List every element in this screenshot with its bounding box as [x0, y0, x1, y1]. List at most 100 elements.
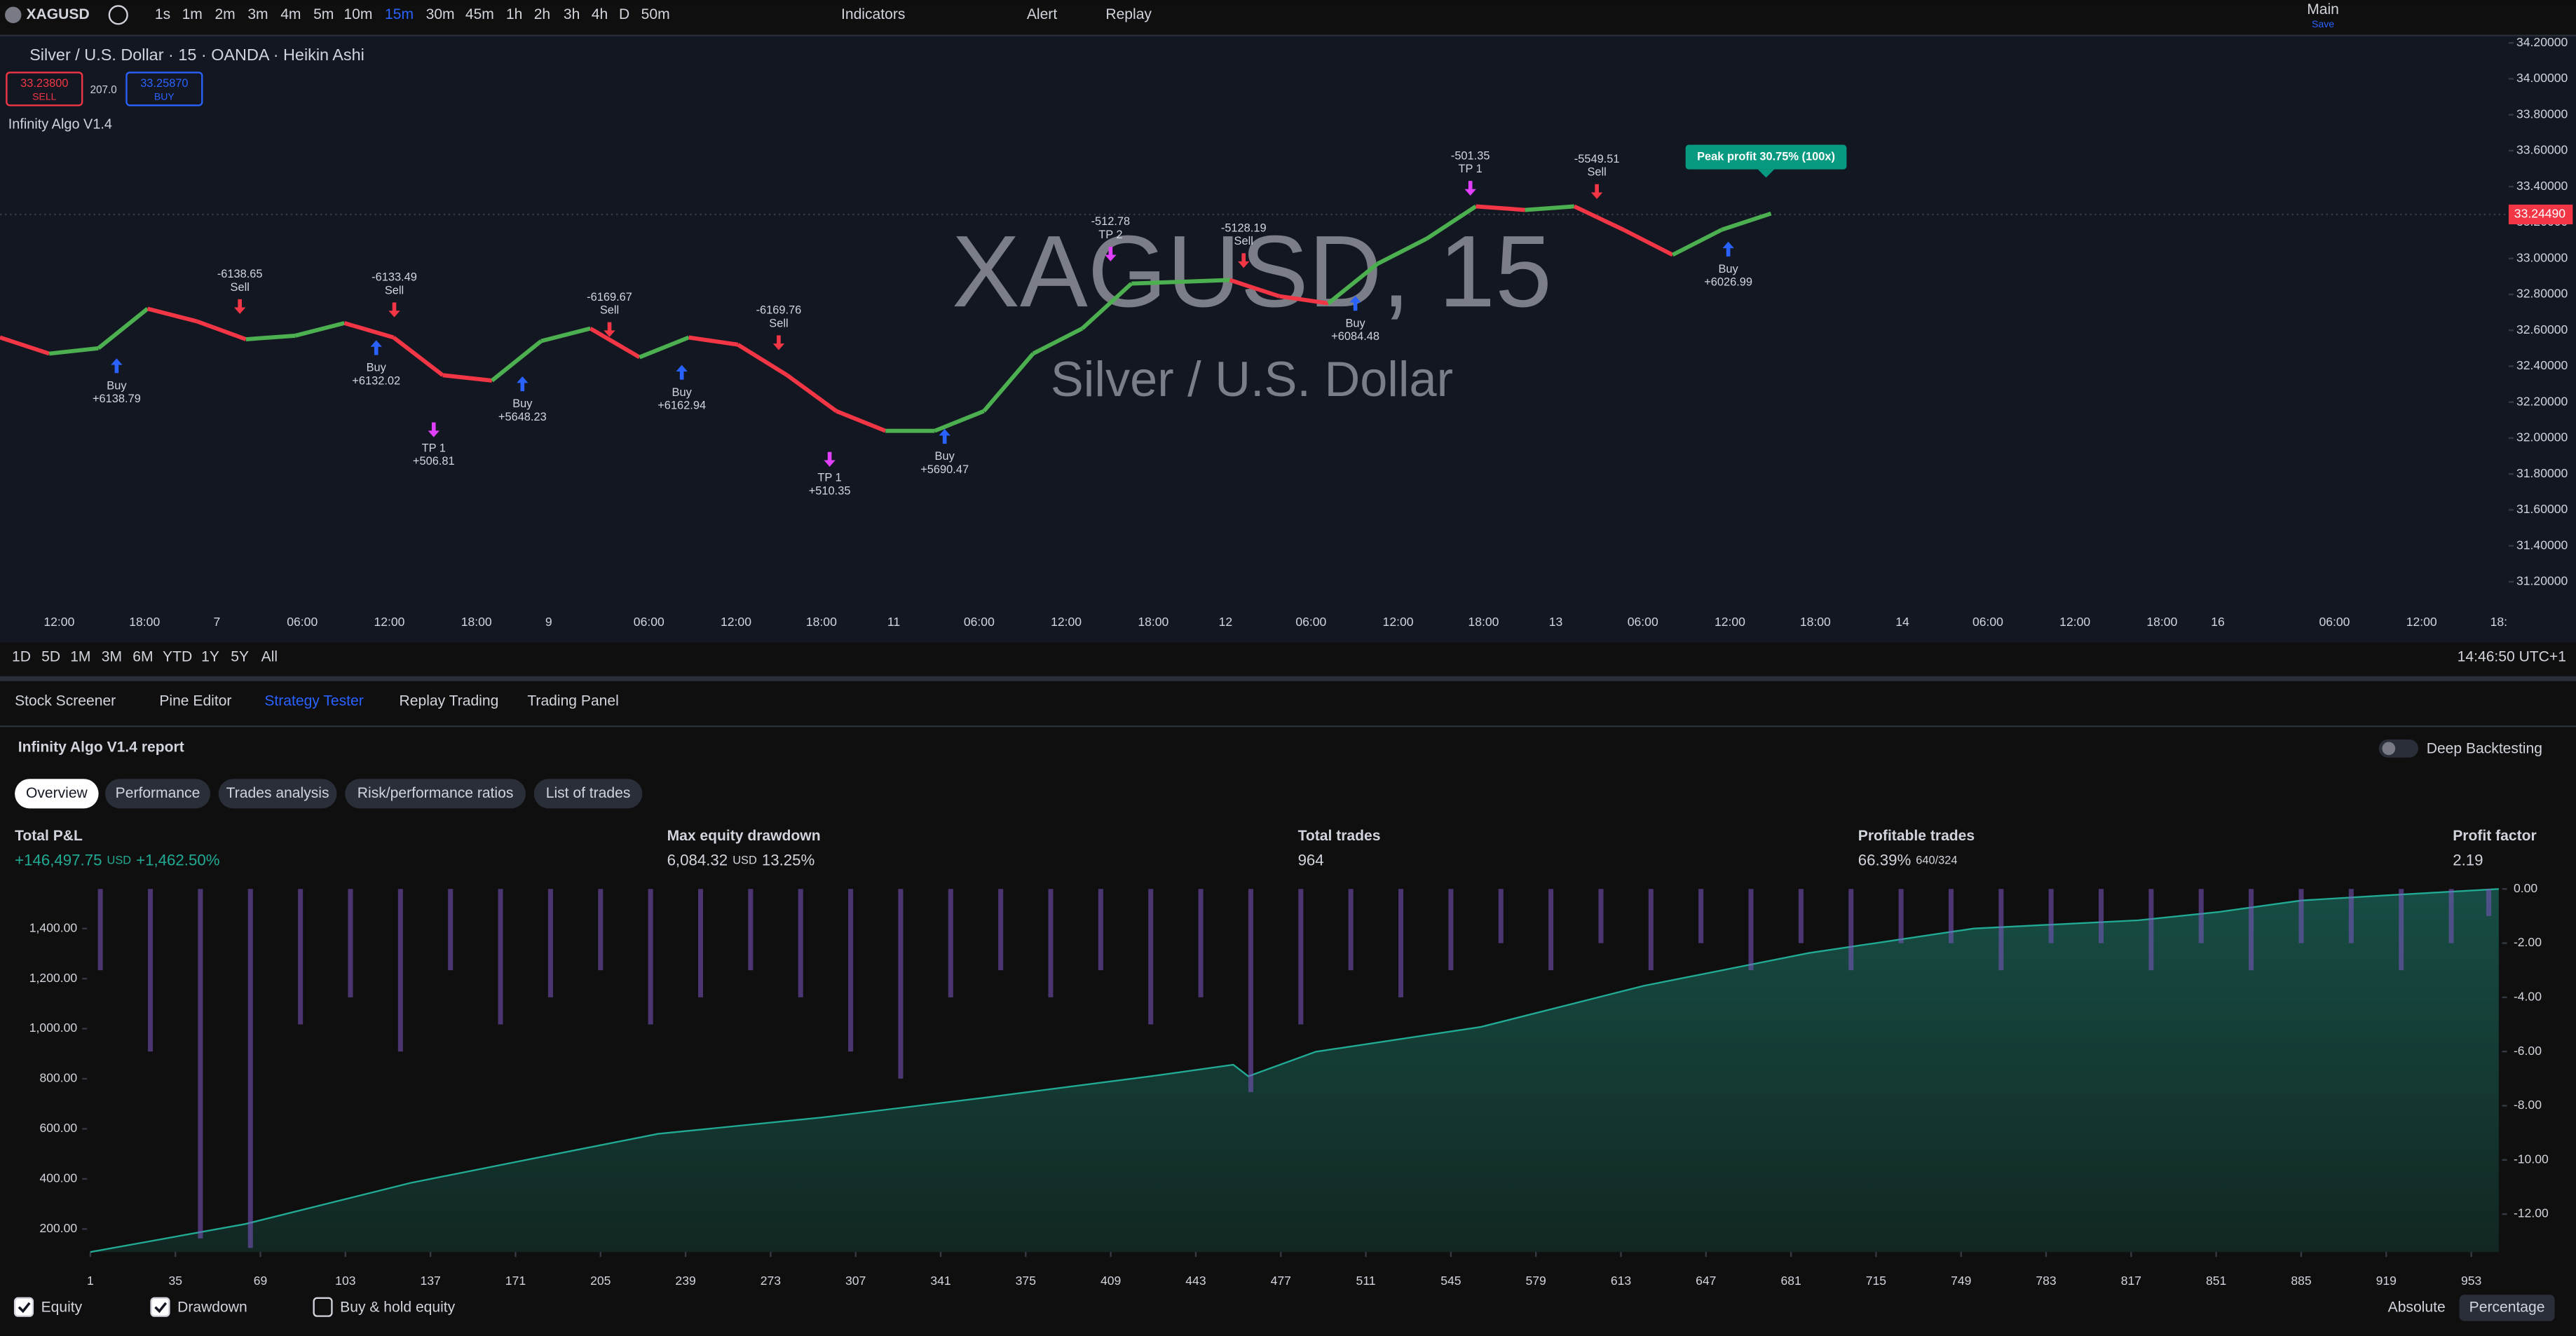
interval-button[interactable]: 2h	[534, 6, 550, 22]
panel-tab[interactable]: Trading Panel	[527, 693, 618, 709]
x-tick-label: 681	[1780, 1274, 1801, 1288]
range-button[interactable]: 3M	[102, 648, 122, 664]
interval-button[interactable]: 1m	[182, 6, 203, 22]
legend-checkbox[interactable]	[150, 1297, 170, 1317]
signal-label: Sell	[769, 317, 788, 329]
metric-label: Total trades	[1298, 828, 1381, 844]
buy-price[interactable]: 33.25870	[140, 77, 188, 90]
layout-name[interactable]: Main	[2307, 1, 2339, 18]
mode-label[interactable]: Absolute	[2388, 1299, 2446, 1315]
range-button[interactable]: 1Y	[201, 648, 219, 664]
interval-button[interactable]: 15m	[385, 6, 414, 22]
x-tick-label: 443	[1185, 1274, 1206, 1288]
symbol[interactable]: XAGUSD	[27, 6, 90, 22]
interval-button[interactable]: D	[619, 6, 629, 22]
interval-button[interactable]: 2m	[214, 6, 235, 22]
drawdown-bar	[697, 889, 704, 997]
signal-arrow	[111, 358, 123, 374]
range-button[interactable]: 5Y	[231, 648, 249, 664]
range-button[interactable]: 5D	[41, 648, 60, 664]
subtab-pill[interactable]	[533, 779, 643, 809]
drawdown-bar	[2148, 889, 2154, 971]
price-segment	[442, 373, 493, 383]
x-tick-label: 545	[1440, 1274, 1461, 1288]
panel-tab[interactable]: Strategy Tester	[264, 693, 363, 709]
subtab-label[interactable]: List of trades	[546, 785, 631, 801]
panel-tab[interactable]: Replay Trading	[400, 693, 499, 709]
mode-pill[interactable]	[2459, 1295, 2555, 1321]
signal-label: Sell	[385, 284, 404, 296]
indicator-name: Infinity Algo V1.4	[8, 117, 112, 132]
signal-arrow	[1464, 181, 1476, 196]
subtab-pill[interactable]	[218, 779, 337, 809]
y-tick-label: 400.00	[39, 1171, 77, 1185]
interval-button[interactable]: 5m	[313, 6, 334, 22]
legend-label[interactable]: Drawdown	[177, 1299, 247, 1315]
interval-button[interactable]: 4m	[280, 6, 301, 22]
deep-backtesting[interactable]: Deep Backtesting	[2427, 741, 2542, 757]
chart-title: Silver / U.S. Dollar · 15 · OANDA · Heik…	[29, 46, 364, 64]
price-tick-label: 34.20000	[2516, 35, 2568, 49]
subtab-pill[interactable]	[105, 779, 210, 809]
subtab-label[interactable]: Performance	[116, 785, 200, 801]
x-tick-label: 885	[2291, 1274, 2312, 1288]
drawdown-bar	[1298, 889, 1304, 1025]
y-tick-label: 800.00	[39, 1071, 77, 1085]
x-tick-label: 409	[1100, 1274, 1121, 1288]
sell-price[interactable]: 33.23800	[20, 77, 68, 90]
signal-label: +5690.47	[920, 463, 969, 476]
y2-tick-label: -2.00	[2514, 935, 2542, 949]
legend-label[interactable]: Equity	[41, 1299, 83, 1315]
mode-label[interactable]: Percentage	[2469, 1299, 2545, 1315]
range-button[interactable]: All	[261, 648, 278, 664]
range-button[interactable]: 1M	[70, 648, 90, 664]
alert-button[interactable]: Alert	[1027, 6, 1057, 22]
symbol-icon[interactable]	[5, 6, 22, 24]
add-symbol[interactable]	[108, 5, 128, 25]
price-tick-label: 32.40000	[2516, 358, 2568, 372]
subtab-label[interactable]: Trades analysis	[226, 785, 329, 801]
interval-button[interactable]: 4h	[592, 6, 608, 22]
metric-value: 6,084.32 USD 13.25%	[667, 851, 815, 868]
panel-tab[interactable]: Pine Editor	[159, 693, 231, 709]
subtab-pill[interactable]	[345, 779, 526, 809]
subtab-label[interactable]: Risk/performance ratios	[357, 785, 514, 801]
drawdown-bar	[1798, 889, 1804, 943]
legend-label[interactable]: Buy & hold equity	[340, 1299, 456, 1315]
range-button[interactable]: 1D	[12, 648, 31, 664]
range-button[interactable]: YTD	[163, 648, 192, 664]
panel-tab[interactable]: Stock Screener	[15, 693, 116, 709]
interval-button[interactable]: 10m	[343, 6, 372, 22]
interval-button[interactable]: 3h	[564, 6, 580, 22]
interval-button[interactable]: 30m	[426, 6, 455, 22]
x-tick-label: 137	[420, 1274, 440, 1288]
interval-button[interactable]: 50m	[641, 6, 670, 22]
signal-label: +6132.02	[352, 374, 400, 387]
sell-label[interactable]: SELL	[32, 90, 57, 102]
legend-checkbox[interactable]	[13, 1297, 34, 1317]
x-tick-label: 205	[590, 1274, 611, 1288]
buy-button[interactable]	[125, 71, 203, 107]
interval-button[interactable]: 3m	[247, 6, 268, 22]
sell-button[interactable]	[6, 71, 83, 107]
replay-button[interactable]: Replay	[1105, 6, 1152, 22]
price-tick-label: 31.80000	[2516, 466, 2568, 480]
subtab-label[interactable]: Overview	[26, 785, 88, 801]
legend-checkbox[interactable]	[313, 1297, 333, 1317]
signal-label: -6169.76	[756, 304, 802, 317]
signal-label: Sell	[600, 304, 619, 317]
signal-label: Buy	[1345, 317, 1365, 329]
signal-label: -512.78	[1091, 215, 1131, 228]
toggle-knob[interactable]	[2382, 742, 2396, 756]
report-title[interactable]: Infinity Algo V1.4 report	[18, 739, 184, 755]
interval-button[interactable]: 45m	[465, 6, 494, 22]
buy-label[interactable]: BUY	[154, 90, 175, 102]
interval-button[interactable]: 1s	[155, 6, 170, 22]
indicators-button[interactable]: Indicators	[841, 6, 905, 22]
interval-button[interactable]: 1h	[506, 6, 522, 22]
subtab-pill[interactable]	[15, 779, 99, 809]
price-segment	[48, 346, 99, 356]
signal-arrow	[428, 422, 439, 437]
layout-save[interactable]: Save	[2312, 18, 2334, 29]
range-button[interactable]: 6M	[132, 648, 153, 664]
